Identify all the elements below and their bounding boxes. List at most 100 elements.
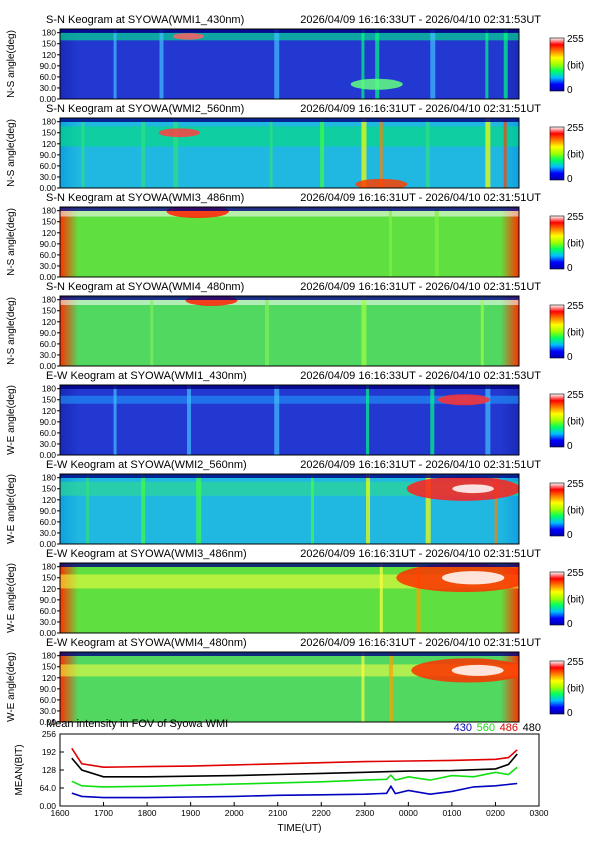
keogram-ytick-label: 0.00 <box>39 272 56 282</box>
keogram-time-range: 2026/04/09 16:16:33UT - 2026/04/10 02:31… <box>300 370 541 382</box>
keogram-ytick-label: 90.0 <box>39 684 56 694</box>
keogram-ytick-label: 180 <box>42 651 56 661</box>
keogram-panel-8: E-W Keogram at SYOWA(WMI4_480nm) 2026/04/… <box>6 637 584 727</box>
keogram-panel-1: S-N Keogram at SYOWA(WMI1_430nm) 2026/04/… <box>6 14 584 104</box>
keogram-ylabel: N-S angle(deg) <box>6 208 17 276</box>
legend-entry-560: 560 <box>477 722 495 734</box>
colorbar-unit-label: (bit) <box>567 61 584 72</box>
keogram-ytick-label: 30.0 <box>39 617 56 627</box>
legend-entry-480: 480 <box>523 722 541 734</box>
colorbar-max-label: 255 <box>567 123 584 134</box>
keogram-ytick-label: 150 <box>42 573 56 583</box>
keogram-time-range: 2026/04/09 16:16:31UT - 2026/04/10 02:31… <box>300 103 541 115</box>
keogram-streak <box>159 29 164 99</box>
keogram-ytick-label: 90.0 <box>39 239 56 249</box>
keogram-frame <box>59 473 520 545</box>
keogram-ytick-label: 150 <box>42 39 56 49</box>
keogram-band <box>60 481 519 496</box>
keogram-streak <box>361 29 365 99</box>
keogram-ytick-label: 90.0 <box>39 417 56 427</box>
colorbar-min-label: 0 <box>567 263 573 274</box>
keogram-ylabel: N-S angle(deg) <box>6 119 17 187</box>
keogram-ytick-label: 30.0 <box>39 83 56 93</box>
line-chart-ytick-label: 64.0 <box>39 783 56 793</box>
keogram-panel-3: S-N Keogram at SYOWA(WMI3_486nm) 2026/04/… <box>6 192 584 282</box>
keogram-panel-5: E-W Keogram at SYOWA(WMI1_430nm) 2026/04/… <box>6 370 584 460</box>
keogram-ytick-label: 60.0 <box>39 517 56 527</box>
series-line-480 <box>71 753 518 778</box>
keogram-bright-spot <box>437 394 490 406</box>
keogram-streak <box>485 385 491 455</box>
series-line-560 <box>71 766 518 788</box>
keogram-ytick-label: 90.0 <box>39 595 56 605</box>
line-chart-xtick-label: 2300 <box>355 808 374 818</box>
keogram-streak <box>430 29 436 99</box>
keogram-top-strip <box>60 296 519 300</box>
keogram-streak <box>388 652 393 722</box>
line-chart-xtick-label: 2200 <box>312 808 331 818</box>
line-chart-xtick-label: 0000 <box>399 808 418 818</box>
colorbar-min-label: 0 <box>567 441 573 452</box>
keogram-ytick-label: 30.0 <box>39 706 56 716</box>
keogram-ytick-label: 180 <box>42 473 56 483</box>
keogram-ytick-label: 180 <box>42 117 56 127</box>
keogram-image <box>60 474 519 544</box>
keogram-frame <box>59 651 520 723</box>
keogram-streak <box>141 118 146 188</box>
keogram-top-strip <box>60 29 519 33</box>
keogram-ytick-label: 120 <box>42 317 56 327</box>
keogram-band <box>60 395 519 404</box>
keogram-streak <box>173 118 179 188</box>
keogram-ytick-label: 30.0 <box>39 172 56 182</box>
colorbar-unit-label: (bit) <box>567 239 584 250</box>
keogram-ytick-label: 150 <box>42 484 56 494</box>
keogram-frame <box>59 117 520 189</box>
colorbar-max-label: 255 <box>567 479 584 490</box>
legend-entry-430: 430 <box>454 722 472 734</box>
keogram-ytick-label: 180 <box>42 28 56 38</box>
keogram-streak <box>361 296 367 366</box>
keogram-image <box>60 563 519 633</box>
keogram-ytick-label: 150 <box>42 395 56 405</box>
colorbar-max-label: 255 <box>567 34 584 45</box>
keogram-streak <box>379 563 383 633</box>
keogram-streak <box>265 296 270 366</box>
keogram-streak <box>503 29 508 99</box>
colorbar <box>549 393 565 448</box>
keogram-background <box>60 29 519 99</box>
keogram-streak <box>425 118 430 188</box>
keogram-top-strip <box>60 563 519 567</box>
keogram-ytick-label: 150 <box>42 128 56 138</box>
line-chart-xtick-label: 0200 <box>486 808 505 818</box>
keogram-image <box>60 29 519 99</box>
colorbar <box>549 126 565 181</box>
keogram-streak <box>485 118 491 188</box>
keogram-streak <box>196 474 202 544</box>
keogram-streak <box>187 385 192 455</box>
keogram-streak <box>81 118 85 188</box>
colorbar <box>549 304 565 359</box>
keogram-title: E-W Keogram at SYOWA(WMI3_486nm) <box>46 548 247 560</box>
keogram-ytick-label: 180 <box>42 562 56 572</box>
keogram-title: S-N Keogram at SYOWA(WMI2_560nm) <box>46 103 244 115</box>
mean-intensity-plot: Mean intensity in FOV of Syowa WMI 480 486… <box>14 718 549 834</box>
colorbar-min-label: 0 <box>567 619 573 630</box>
keogram-title: S-N Keogram at SYOWA(WMI4_480nm) <box>46 281 244 293</box>
keogram-band <box>60 126 519 147</box>
keogram-ylabel: N-S angle(deg) <box>6 297 17 365</box>
line-chart-ylabel: MEAN(BIT) <box>14 744 25 795</box>
colorbar-min-label: 0 <box>567 708 573 719</box>
keogram-streak <box>269 118 273 188</box>
keogram-top-strip <box>60 474 519 478</box>
keogram-streak <box>113 385 117 455</box>
colorbar-min-label: 0 <box>567 174 573 185</box>
keogram-ytick-label: 90.0 <box>39 61 56 71</box>
keogram-streak <box>379 118 383 188</box>
keogram-streak <box>366 474 371 544</box>
keogram-ytick-label: 120 <box>42 228 56 238</box>
keogram-ytick-label: 60.0 <box>39 250 56 260</box>
colorbar-min-label: 0 <box>567 530 573 541</box>
colorbar-min-label: 0 <box>567 352 573 363</box>
keogram-ytick-label: 60.0 <box>39 695 56 705</box>
keogram-frame <box>59 206 520 278</box>
